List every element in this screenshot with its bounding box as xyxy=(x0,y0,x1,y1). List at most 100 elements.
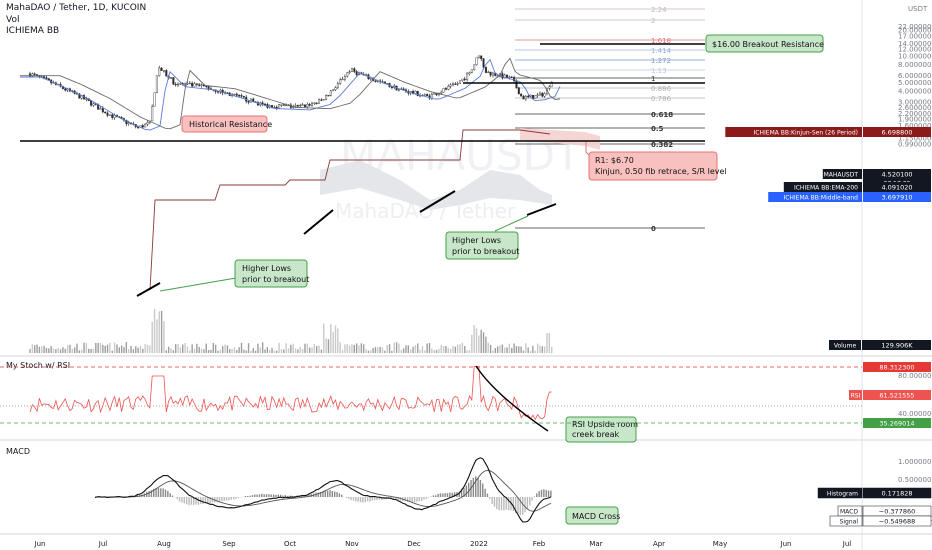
badge-value-1: 4.520100 xyxy=(881,171,912,179)
price-tick-14: 1.600000 xyxy=(898,122,931,130)
rsi-tick-0: 80.000000 xyxy=(898,372,932,380)
candle-body-212 xyxy=(527,95,530,98)
candle-body-184 xyxy=(461,78,464,81)
candle-body-32 xyxy=(104,111,107,114)
candle-body-113 xyxy=(294,105,297,107)
volume-bar-63 xyxy=(177,343,179,353)
rsi-trendline[interactable] xyxy=(475,365,549,432)
volume-bar-222 xyxy=(551,346,553,353)
volume-bar-185 xyxy=(464,346,466,353)
volume-bar-30 xyxy=(99,342,102,353)
macd-hist-145 xyxy=(435,495,437,497)
volume-bar-6 xyxy=(43,345,45,353)
candle-body-34 xyxy=(108,114,111,116)
macd-hist-180 xyxy=(517,497,519,514)
price-tick-17: 0.990000 xyxy=(898,140,931,148)
candle-body-27 xyxy=(92,103,95,106)
volume-bar-62 xyxy=(175,344,177,353)
candle-body-31 xyxy=(101,108,104,113)
rsi-note-callout[interactable]: RSI Upside room creek break xyxy=(565,416,638,443)
fib-label-2: 1.618 xyxy=(651,37,671,45)
candle-body-30 xyxy=(99,108,102,110)
rsi-panel-title[interactable]: My Stoch w/ RSI xyxy=(6,361,70,370)
volume-bar-120 xyxy=(311,347,313,353)
macd-hist-76 xyxy=(272,494,275,497)
svg-text:R1: $6.70: R1: $6.70 xyxy=(595,156,634,165)
support-trendline-1[interactable] xyxy=(136,282,161,297)
svg-text:Higher Lows: Higher Lows xyxy=(452,236,501,245)
macd-hist-108 xyxy=(348,497,350,499)
badge-value-3: 3.697910 xyxy=(881,194,912,202)
candle-body-218 xyxy=(541,92,544,97)
price-axis[interactable]: 22.00000020.00000017.00000014.00000012.0… xyxy=(898,23,932,149)
volume-bar-194 xyxy=(485,336,487,353)
symbol-title[interactable]: MahaDAO / Tether, 1D, KUCOIN xyxy=(6,3,147,13)
badge-label-3: ICHIEMA BB:Middle-band xyxy=(783,195,858,202)
macd-hist-163 xyxy=(477,477,479,497)
candle-body-157 xyxy=(397,89,400,91)
volume-bar-32 xyxy=(104,345,106,353)
volume-bar-22 xyxy=(81,349,83,353)
support-trendline-4[interactable] xyxy=(526,203,557,216)
volume-bar-182 xyxy=(457,344,459,353)
candle-body-109 xyxy=(285,104,288,107)
historical-resistance-callout[interactable]: Historical Resistance xyxy=(181,115,272,133)
volume-bar-75 xyxy=(205,343,207,353)
candle-body-72 xyxy=(198,84,201,86)
volume-bar-12 xyxy=(57,347,59,353)
time-axis[interactable]: Jun Jul Aug Sep Oct Nov Dec 2022 Feb Mar Apr May Jun… xyxy=(34,540,852,548)
r1-callout[interactable]: R1: $6.70 Kinjun, 0.50 fib retrace, S/R … xyxy=(588,151,727,181)
callout-pointer-left xyxy=(159,277,237,292)
volume-bar-167 xyxy=(421,346,424,353)
volume-bar-200 xyxy=(499,345,501,353)
candlesticks[interactable] xyxy=(29,55,553,130)
macd-hist-153 xyxy=(453,492,456,497)
support-trendline-3[interactable] xyxy=(419,190,456,213)
volume-bar-175 xyxy=(440,344,442,353)
macd-cross-callout[interactable]: MACD Cross xyxy=(565,506,620,525)
candle-body-194 xyxy=(484,67,487,73)
ichiema-indicator-label[interactable]: ICHIEMA BB xyxy=(6,26,60,36)
fib-retracement[interactable]: 2.24 2 1.618 1.414 1.272 1.131 0.886 0.786 0.618… xyxy=(515,6,705,233)
volume-bar-112 xyxy=(292,343,294,353)
volume-bar-82 xyxy=(222,346,224,353)
candle-body-50 xyxy=(146,122,149,125)
macd-panel-title[interactable]: MACD xyxy=(6,447,30,456)
volume-bar-214 xyxy=(532,345,534,353)
macd-hist-112 xyxy=(357,497,359,502)
macd-hist-166 xyxy=(484,488,486,497)
macd-hist-46 xyxy=(202,497,204,504)
price-tick-3: 14.000000 xyxy=(898,40,932,48)
macd-hist-35 xyxy=(176,497,178,500)
candle-body-116 xyxy=(301,104,304,106)
fib-label-10: 0.5 xyxy=(651,125,664,133)
volume-bar-130 xyxy=(334,325,337,353)
volume-bar-88 xyxy=(236,350,238,353)
macd-hist-170 xyxy=(493,497,496,507)
higher-lows-callout-left[interactable]: Higher Lows prior to breakout xyxy=(234,259,309,288)
macd-hist-43 xyxy=(195,497,197,505)
volume-bar-193 xyxy=(482,332,485,353)
volume-indicator-label[interactable]: Vol xyxy=(6,15,20,25)
macd-hist-75 xyxy=(270,494,272,497)
macd-hist-128 xyxy=(395,497,397,500)
candle-body-33 xyxy=(106,112,109,116)
candle-body-63 xyxy=(177,83,180,86)
volume-bar-50 xyxy=(146,344,149,353)
breakout-resistance-callout[interactable]: $16.00 Breakout Resistance xyxy=(705,34,824,53)
volume-bar-153 xyxy=(388,344,391,353)
higher-lows-callout-right[interactable]: Higher Lows prior to breakout xyxy=(445,231,519,260)
support-trendline-2[interactable] xyxy=(303,209,334,235)
price-tick-7: 6.000000 xyxy=(898,72,931,80)
volume-bar-89 xyxy=(238,347,240,353)
macd-hist-135 xyxy=(411,497,413,502)
macd-hist-178 xyxy=(512,497,514,512)
candle-body-88 xyxy=(235,93,238,96)
candle-body-123 xyxy=(318,99,321,104)
macd-tick-0: 1.000000 xyxy=(898,458,931,466)
candle-body-187 xyxy=(468,72,471,75)
macd-hist-67 xyxy=(251,495,254,497)
volume-bar-3 xyxy=(36,344,38,353)
macd-hist-149 xyxy=(444,493,446,497)
